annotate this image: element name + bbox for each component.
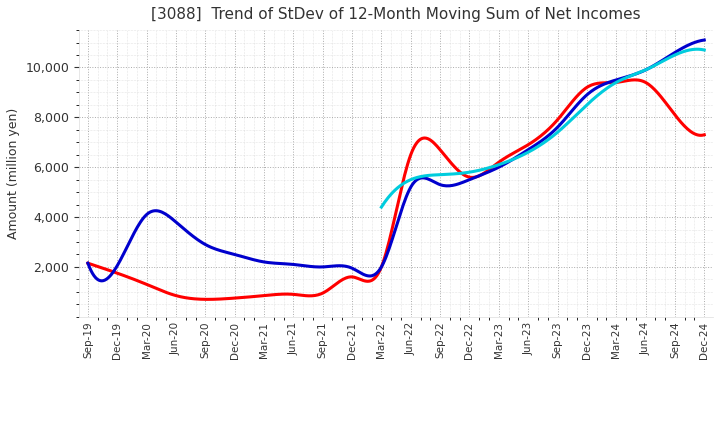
5 Years xyxy=(97,278,106,283)
3 Years xyxy=(204,297,212,302)
7 Years xyxy=(416,174,425,180)
5 Years xyxy=(159,210,168,216)
Title: [3088]  Trend of StDev of 12-Month Moving Sum of Net Incomes: [3088] Trend of StDev of 12-Month Moving… xyxy=(151,7,641,22)
3 Years xyxy=(286,292,294,297)
3 Years xyxy=(533,136,541,141)
5 Years xyxy=(473,174,482,179)
3 Years xyxy=(530,138,539,143)
Line: 7 Years: 7 Years xyxy=(382,49,704,207)
5 Years xyxy=(533,141,541,147)
7 Years xyxy=(693,47,701,52)
5 Years xyxy=(329,264,338,269)
7 Years xyxy=(610,81,618,86)
5 Years xyxy=(530,143,539,148)
5 Years xyxy=(84,260,92,266)
Line: 3 Years: 3 Years xyxy=(88,80,704,299)
3 Years xyxy=(631,77,639,83)
7 Years xyxy=(482,166,491,171)
7 Years xyxy=(580,104,589,110)
3 Years xyxy=(158,288,166,293)
Y-axis label: Amount (million yen): Amount (million yen) xyxy=(7,108,20,239)
7 Years xyxy=(377,205,386,210)
7 Years xyxy=(700,48,708,53)
3 Years xyxy=(473,174,482,179)
3 Years xyxy=(329,283,338,289)
3 Years xyxy=(84,260,92,266)
3 Years xyxy=(700,132,708,137)
7 Years xyxy=(612,80,621,85)
Line: 5 Years: 5 Years xyxy=(88,40,704,281)
5 Years xyxy=(700,37,708,43)
7 Years xyxy=(505,158,513,164)
5 Years xyxy=(286,261,294,267)
